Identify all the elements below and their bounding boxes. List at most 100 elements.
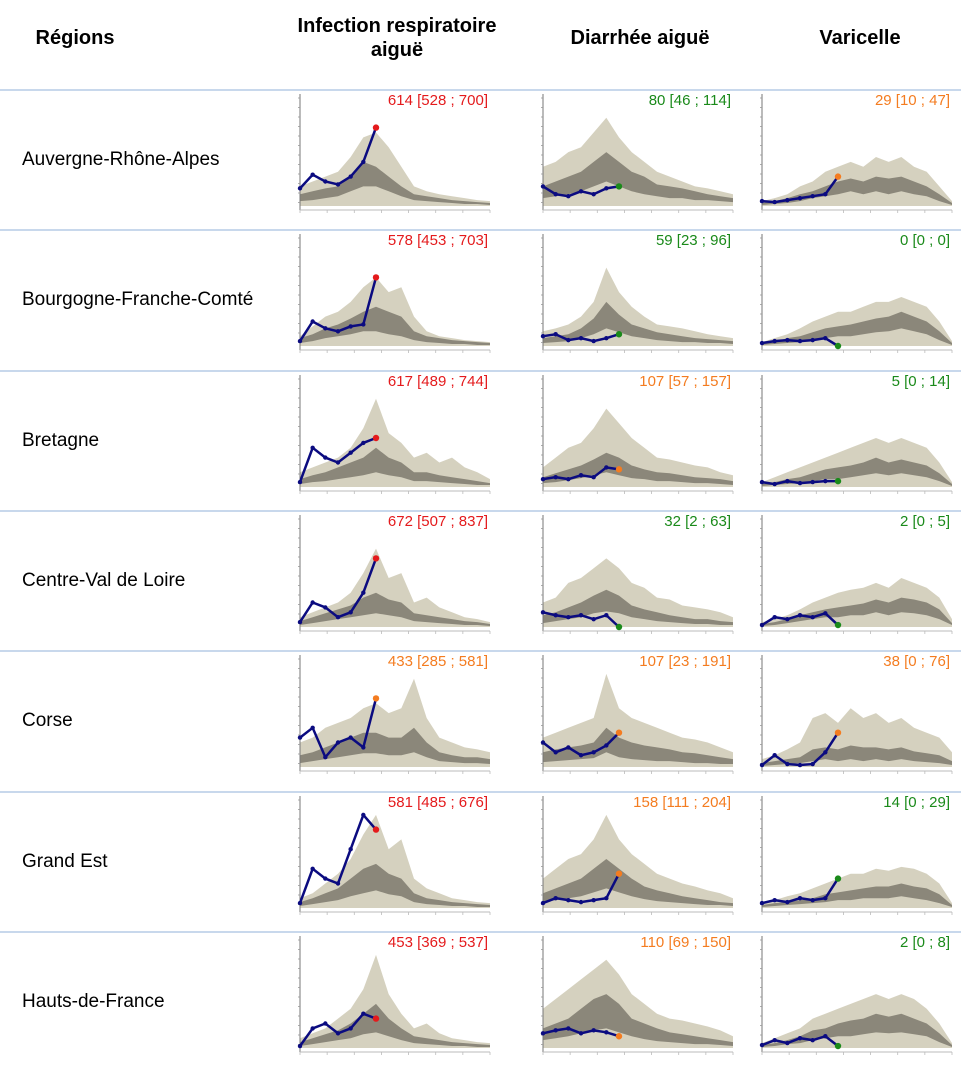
- observed-point: [310, 319, 315, 325]
- sparkline: 5 [0 ; 14]: [759, 373, 953, 494]
- observed-point: [604, 743, 609, 748]
- region-name: Grand Est: [22, 850, 108, 872]
- current-point: [615, 465, 623, 473]
- observed-point: [810, 194, 815, 199]
- observed-point: [785, 1040, 790, 1046]
- observed-point: [823, 1034, 828, 1039]
- observed-point: [578, 899, 584, 904]
- observed-point: [797, 339, 803, 344]
- estimate-label: 158 [111 ; 204]: [633, 794, 731, 811]
- observed-point: [604, 336, 609, 341]
- observed-point: [823, 611, 828, 616]
- observed-point: [604, 1030, 609, 1035]
- inner-band: [543, 452, 733, 485]
- observed-point: [540, 476, 546, 482]
- observed-point: [553, 750, 558, 755]
- observed-point: [553, 332, 558, 337]
- observed-point: [323, 326, 328, 331]
- observed-point: [310, 600, 315, 605]
- observed-point: [553, 474, 558, 480]
- current-point: [615, 331, 623, 338]
- observed-point: [797, 195, 803, 201]
- region-name: Hauts-de-France: [22, 991, 165, 1013]
- sparkline: 158 [111 ; 204]: [540, 794, 734, 915]
- inner-band: [300, 1003, 490, 1047]
- observed-point: [759, 763, 765, 768]
- inner-band: [300, 307, 490, 346]
- inner-band: [762, 597, 952, 627]
- observed-point: [785, 616, 790, 622]
- region-name: Auvergne-Rhône-Alpes: [22, 149, 220, 171]
- observed-point: [759, 1042, 765, 1048]
- observed-point: [540, 1031, 546, 1036]
- observed-point: [785, 338, 790, 343]
- observed-point: [604, 186, 609, 191]
- current-point: [834, 875, 842, 882]
- sparkline: 107 [57 ; 157]: [540, 373, 734, 494]
- estimate-label: 38 [0 ; 76]: [883, 653, 950, 670]
- observed-point: [591, 1028, 596, 1033]
- observed-point: [810, 762, 815, 767]
- row-separator: [0, 650, 961, 653]
- estimate-label: 32 [2 ; 63]: [664, 513, 731, 530]
- observed-point: [335, 614, 341, 620]
- observed-point: [540, 740, 546, 746]
- observed-point: [361, 159, 366, 165]
- observed-point: [759, 198, 765, 204]
- observed-point: [297, 479, 303, 484]
- current-point: [372, 555, 380, 562]
- observed-point: [323, 455, 328, 460]
- observed-point: [553, 613, 558, 618]
- observed-point: [553, 1028, 558, 1033]
- observed-point: [297, 900, 303, 905]
- estimate-label: 581 [485 ; 676]: [388, 794, 488, 811]
- observed-point: [297, 186, 303, 191]
- current-point: [372, 826, 380, 833]
- column-header: Diarrhée aiguë: [570, 27, 710, 49]
- estimate-label: 0 [0 ; 0]: [900, 232, 950, 249]
- observed-point: [335, 1031, 341, 1036]
- inner-band: [543, 302, 733, 345]
- observed-point: [797, 895, 803, 901]
- sparkline: 581 [485 ; 676]: [297, 794, 491, 915]
- observed-point: [578, 1031, 584, 1036]
- observed-point: [335, 329, 341, 334]
- observed-point: [772, 481, 777, 486]
- current-point: [834, 343, 842, 350]
- observed-point: [297, 619, 303, 625]
- observed-point: [591, 616, 596, 622]
- inner-band: [543, 858, 733, 906]
- estimate-label: 5 [0 ; 14]: [892, 373, 950, 390]
- current-point: [372, 434, 380, 441]
- observed-point: [810, 614, 815, 620]
- observed-point: [297, 735, 303, 741]
- observed-point: [759, 900, 765, 905]
- current-point: [372, 695, 380, 702]
- observed-point: [810, 897, 815, 903]
- observed-point: [348, 1026, 353, 1031]
- observed-point: [348, 324, 353, 329]
- observed-point: [810, 479, 815, 484]
- estimate-label: 107 [23 ; 191]: [639, 653, 731, 670]
- sparkline: 107 [23 ; 191]: [540, 653, 734, 775]
- observed-point: [785, 899, 790, 904]
- observed-point: [772, 339, 777, 344]
- observed-point: [591, 750, 596, 755]
- estimate-label: 59 [23 ; 96]: [656, 232, 731, 249]
- observed-point: [604, 895, 609, 901]
- estimate-label: 2 [0 ; 8]: [900, 934, 950, 951]
- observed-point: [578, 753, 584, 758]
- current-point: [372, 124, 380, 131]
- inner-band: [300, 863, 490, 907]
- observed-point: [578, 189, 584, 194]
- observed-point: [361, 812, 366, 817]
- observed-point: [797, 613, 803, 618]
- observed-point: [361, 440, 366, 445]
- row-separator: [0, 509, 961, 512]
- observed-point: [823, 478, 828, 483]
- current-point: [372, 1015, 380, 1022]
- current-point: [615, 623, 623, 631]
- row-separator: [0, 790, 961, 793]
- observed-point: [553, 895, 558, 901]
